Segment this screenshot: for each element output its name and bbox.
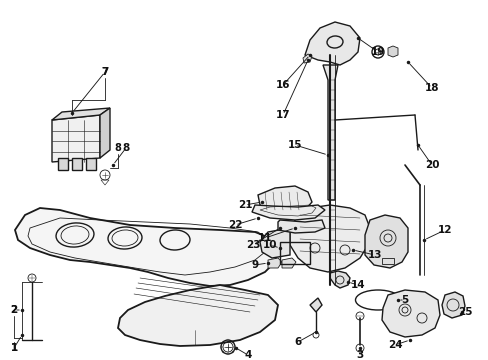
Text: 22: 22 — [227, 220, 242, 230]
Polygon shape — [441, 292, 464, 318]
Polygon shape — [258, 186, 311, 214]
Polygon shape — [364, 215, 407, 268]
Text: 7: 7 — [102, 67, 108, 77]
Text: 19: 19 — [370, 47, 385, 57]
Text: 2: 2 — [10, 305, 18, 315]
Text: 9: 9 — [251, 260, 258, 270]
Text: 13: 13 — [367, 250, 382, 260]
Text: 1: 1 — [10, 343, 18, 353]
Text: 2: 2 — [11, 305, 18, 315]
Text: 20: 20 — [424, 160, 438, 170]
Polygon shape — [52, 108, 110, 120]
Polygon shape — [282, 258, 295, 268]
Text: 16: 16 — [275, 80, 290, 90]
Polygon shape — [387, 46, 397, 57]
Polygon shape — [15, 208, 278, 286]
Polygon shape — [118, 285, 278, 346]
Bar — [86, 158, 96, 170]
Text: 7: 7 — [101, 67, 108, 77]
Text: 8: 8 — [114, 143, 121, 153]
Bar — [280, 242, 309, 264]
Text: 4: 4 — [244, 350, 251, 360]
Text: 5: 5 — [401, 295, 408, 305]
Text: 17: 17 — [275, 110, 290, 120]
Text: 3: 3 — [356, 350, 363, 360]
Text: 12: 12 — [437, 225, 451, 235]
Text: 21: 21 — [237, 200, 252, 210]
Text: 23: 23 — [245, 240, 260, 250]
Polygon shape — [251, 205, 325, 220]
Polygon shape — [267, 258, 282, 268]
Polygon shape — [52, 115, 100, 162]
Polygon shape — [100, 108, 110, 158]
Polygon shape — [278, 220, 325, 233]
Polygon shape — [303, 54, 311, 63]
Bar — [72, 158, 82, 170]
Polygon shape — [305, 22, 359, 65]
Text: 1: 1 — [11, 343, 18, 353]
Text: 11: 11 — [257, 233, 272, 243]
Text: 14: 14 — [350, 280, 365, 290]
Polygon shape — [329, 271, 349, 288]
Text: 15: 15 — [287, 140, 302, 150]
Text: 10: 10 — [262, 240, 277, 250]
Text: 18: 18 — [424, 83, 438, 93]
Polygon shape — [309, 298, 321, 312]
Bar — [58, 158, 68, 170]
Polygon shape — [381, 290, 439, 337]
Text: 8: 8 — [122, 143, 129, 153]
Bar — [381, 258, 393, 264]
Polygon shape — [260, 228, 289, 258]
Polygon shape — [323, 65, 337, 200]
Text: 25: 25 — [457, 307, 471, 317]
Polygon shape — [289, 205, 369, 272]
Text: 24: 24 — [387, 340, 402, 350]
Text: 6: 6 — [294, 337, 301, 347]
